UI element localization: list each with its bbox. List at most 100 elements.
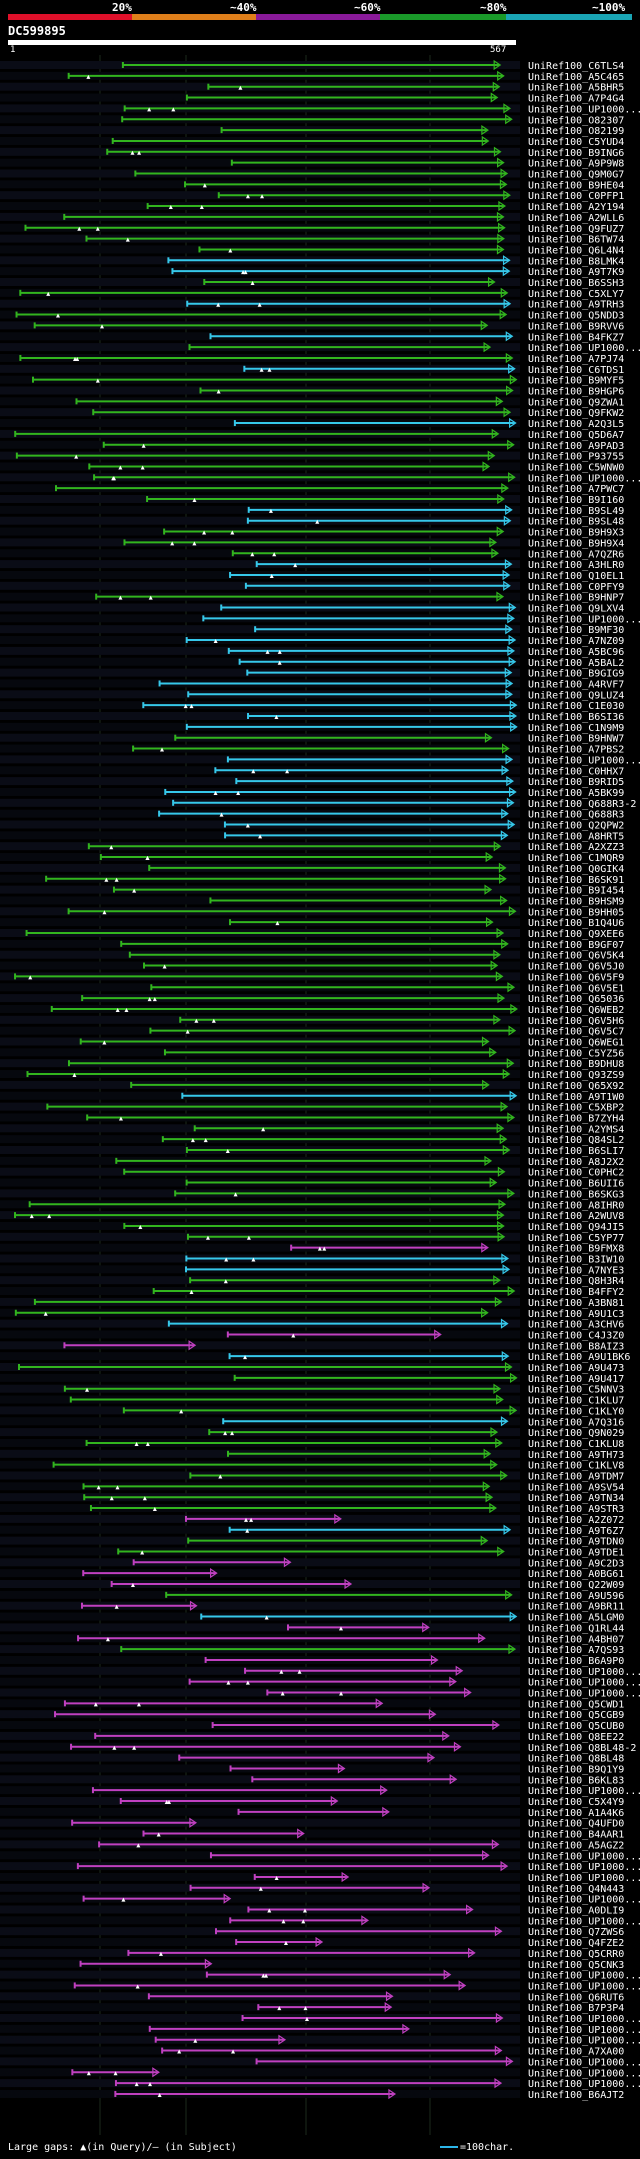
hit-label[interactable]: UniRef100_C1N9M9: [528, 723, 624, 734]
hit-label[interactable]: UniRef100_A4BH07: [528, 1634, 624, 1645]
hit-label[interactable]: UniRef100_UP1000...: [528, 2079, 640, 2090]
hit-label[interactable]: UniRef100_C5X4Y9: [528, 1797, 624, 1808]
hit-label[interactable]: UniRef100_A9U473: [528, 1363, 624, 1374]
hit-label[interactable]: UniRef100_B9MYF5: [528, 376, 624, 387]
hit-label[interactable]: UniRef100_UP1000...: [528, 1981, 640, 1992]
hit-label[interactable]: UniRef100_Q93ZS9: [528, 1070, 624, 1081]
hit-label[interactable]: UniRef100_Q4N443: [528, 1884, 624, 1895]
hit-label[interactable]: UniRef100_A5BHR5: [528, 83, 624, 94]
hit-label[interactable]: UniRef100_A7QZR6: [528, 549, 624, 560]
hit-label[interactable]: UniRef100_UP1000...: [528, 104, 640, 115]
hit-label[interactable]: UniRef100_Q688R3-2: [528, 799, 636, 810]
hit-label[interactable]: UniRef100_UP1000...: [528, 1895, 640, 1906]
hit-label[interactable]: UniRef100_A9BR11: [528, 1602, 624, 1613]
hit-label[interactable]: UniRef100_C5YZ56: [528, 1048, 624, 1059]
hit-label[interactable]: UniRef100_A9TDN0: [528, 1537, 624, 1548]
hit-label[interactable]: UniRef100_B7P3P4: [528, 2003, 624, 2014]
hit-label[interactable]: UniRef100_B9I454: [528, 886, 624, 897]
hit-label[interactable]: UniRef100_Q5CWD1: [528, 1699, 624, 1710]
hit-label[interactable]: UniRef100_Q10EL1: [528, 571, 624, 582]
hit-label[interactable]: UniRef100_A7PBS2: [528, 745, 624, 756]
hit-label[interactable]: UniRef100_UP1000...: [528, 614, 640, 625]
hit-label[interactable]: UniRef100_A2WUV8: [528, 1211, 624, 1222]
hit-label[interactable]: UniRef100_UP1000...: [528, 2057, 640, 2068]
hit-label[interactable]: UniRef100_A7XA00: [528, 2047, 624, 2058]
hit-label[interactable]: UniRef100_Q0GIK4: [528, 864, 624, 875]
hit-label[interactable]: UniRef100_B9SL48: [528, 517, 624, 528]
hit-label[interactable]: UniRef100_Q4UFD0: [528, 1819, 624, 1830]
hit-label[interactable]: UniRef100_Q5CGB9: [528, 1710, 624, 1721]
hit-label[interactable]: UniRef100_UP1000...: [528, 1786, 640, 1797]
hit-label[interactable]: UniRef100_Q84SL2: [528, 1135, 624, 1146]
hit-label[interactable]: UniRef100_C1KLU8: [528, 1439, 624, 1450]
hit-label[interactable]: UniRef100_C1KLU7: [528, 1396, 624, 1407]
hit-label[interactable]: UniRef100_B9HNP7: [528, 593, 624, 604]
hit-label[interactable]: UniRef100_C5YUD4: [528, 137, 624, 148]
hit-label[interactable]: UniRef100_B8LMK4: [528, 256, 624, 267]
hit-label[interactable]: UniRef100_A9T7K9: [528, 267, 624, 278]
hit-label[interactable]: UniRef100_A9TDM7: [528, 1472, 624, 1483]
hit-label[interactable]: UniRef100_UP1000...: [528, 1916, 640, 1927]
hit-label[interactable]: UniRef100_UP1000...: [528, 1678, 640, 1689]
hit-label[interactable]: UniRef100_A9T6Z7: [528, 1526, 624, 1537]
hit-label[interactable]: UniRef100_UP1000...: [528, 473, 640, 484]
hit-label[interactable]: UniRef100_Q94JI5: [528, 1222, 624, 1233]
hit-label[interactable]: UniRef100_A9U417: [528, 1374, 624, 1385]
hit-label[interactable]: UniRef100_Q8BL48: [528, 1754, 624, 1765]
hit-label[interactable]: UniRef100_Q4FZE2: [528, 1938, 624, 1949]
hit-label[interactable]: UniRef100_A4RVF7: [528, 679, 624, 690]
hit-label[interactable]: UniRef100_UP1000...: [528, 2014, 640, 2025]
hit-label[interactable]: UniRef100_Q9N029: [528, 1428, 624, 1439]
hit-label[interactable]: UniRef100_A0DLI9: [528, 1906, 624, 1917]
hit-label[interactable]: UniRef100_Q9ZWA1: [528, 397, 624, 408]
hit-label[interactable]: UniRef100_B9GF07: [528, 940, 624, 951]
hit-label[interactable]: UniRef100_UP1000...: [528, 755, 640, 766]
hit-label[interactable]: UniRef100_C0PHC2: [528, 1168, 624, 1179]
hit-label[interactable]: UniRef100_Q9LXV4: [528, 604, 624, 615]
hit-label[interactable]: UniRef100_B9HH05: [528, 907, 624, 918]
hit-label[interactable]: UniRef100_A5AGZ2: [528, 1840, 624, 1851]
hit-label[interactable]: UniRef100_C6TLS4: [528, 61, 624, 72]
hit-label[interactable]: UniRef100_A9T1W0: [528, 1092, 624, 1103]
hit-label[interactable]: UniRef100_B6KL83: [528, 1775, 624, 1786]
hit-label[interactable]: UniRef100_B6SKG3: [528, 1189, 624, 1200]
hit-label[interactable]: UniRef100_C4J3Z0: [528, 1330, 624, 1341]
hit-label[interactable]: UniRef100_A3HLR0: [528, 560, 624, 571]
hit-label[interactable]: UniRef100_A8HRT5: [528, 831, 624, 842]
hit-label[interactable]: UniRef100_UP1000...: [528, 1971, 640, 1982]
hit-label[interactable]: UniRef100_Q8BL48-2: [528, 1743, 636, 1754]
hit-label[interactable]: UniRef100_Q5NDD3: [528, 311, 624, 322]
hit-label[interactable]: UniRef100_A7PJ74: [528, 354, 624, 365]
hit-label[interactable]: UniRef100_A7NYE3: [528, 1265, 624, 1276]
hit-label[interactable]: UniRef100_B9FMX8: [528, 1244, 624, 1255]
hit-label[interactable]: UniRef100_B6SLI7: [528, 1146, 624, 1157]
hit-label[interactable]: UniRef100_B6AJT2: [528, 2090, 624, 2101]
hit-label[interactable]: UniRef100_A5BK99: [528, 788, 624, 799]
hit-label[interactable]: UniRef100_Q6V5C7: [528, 1027, 624, 1038]
hit-label[interactable]: UniRef100_A9U596: [528, 1591, 624, 1602]
hit-label[interactable]: UniRef100_B9H9X3: [528, 528, 624, 539]
hit-label[interactable]: UniRef100_UP1000...: [528, 1667, 640, 1678]
hit-label[interactable]: UniRef100_B9H9X4: [528, 538, 624, 549]
hit-label[interactable]: UniRef100_B6UII6: [528, 1179, 624, 1190]
hit-label[interactable]: UniRef100_Q6V5K4: [528, 951, 624, 962]
hit-label[interactable]: UniRef100_B9HGP6: [528, 387, 624, 398]
hit-label[interactable]: UniRef100_A9TN34: [528, 1493, 624, 1504]
hit-label[interactable]: UniRef100_C0PFY9: [528, 582, 624, 593]
hit-label[interactable]: UniRef100_UP1000...: [528, 1862, 640, 1873]
hit-label[interactable]: UniRef100_Q6V5E1: [528, 983, 624, 994]
hit-label[interactable]: UniRef100_Q5D6A7: [528, 430, 624, 441]
hit-label[interactable]: UniRef100_Q8EE22: [528, 1732, 624, 1743]
hit-label[interactable]: UniRef100_Q5CUB0: [528, 1721, 624, 1732]
hit-label[interactable]: UniRef100_A3BN81: [528, 1298, 624, 1309]
hit-label[interactable]: UniRef100_Q65X92: [528, 1081, 624, 1092]
hit-label[interactable]: UniRef100_O82199: [528, 126, 624, 137]
hit-label[interactable]: UniRef100_A9PAD3: [528, 441, 624, 452]
hit-label[interactable]: UniRef100_A8J2X2: [528, 1157, 624, 1168]
hit-label[interactable]: UniRef100_A9SV54: [528, 1482, 624, 1493]
hit-label[interactable]: UniRef100_A7NZ09: [528, 636, 624, 647]
hit-label[interactable]: UniRef100_UP1000...: [528, 1873, 640, 1884]
hit-label[interactable]: UniRef100_Q9LUZ4: [528, 690, 624, 701]
hit-label[interactable]: UniRef100_B9ING6: [528, 148, 624, 159]
hit-label[interactable]: UniRef100_Q5CNK3: [528, 1960, 624, 1971]
